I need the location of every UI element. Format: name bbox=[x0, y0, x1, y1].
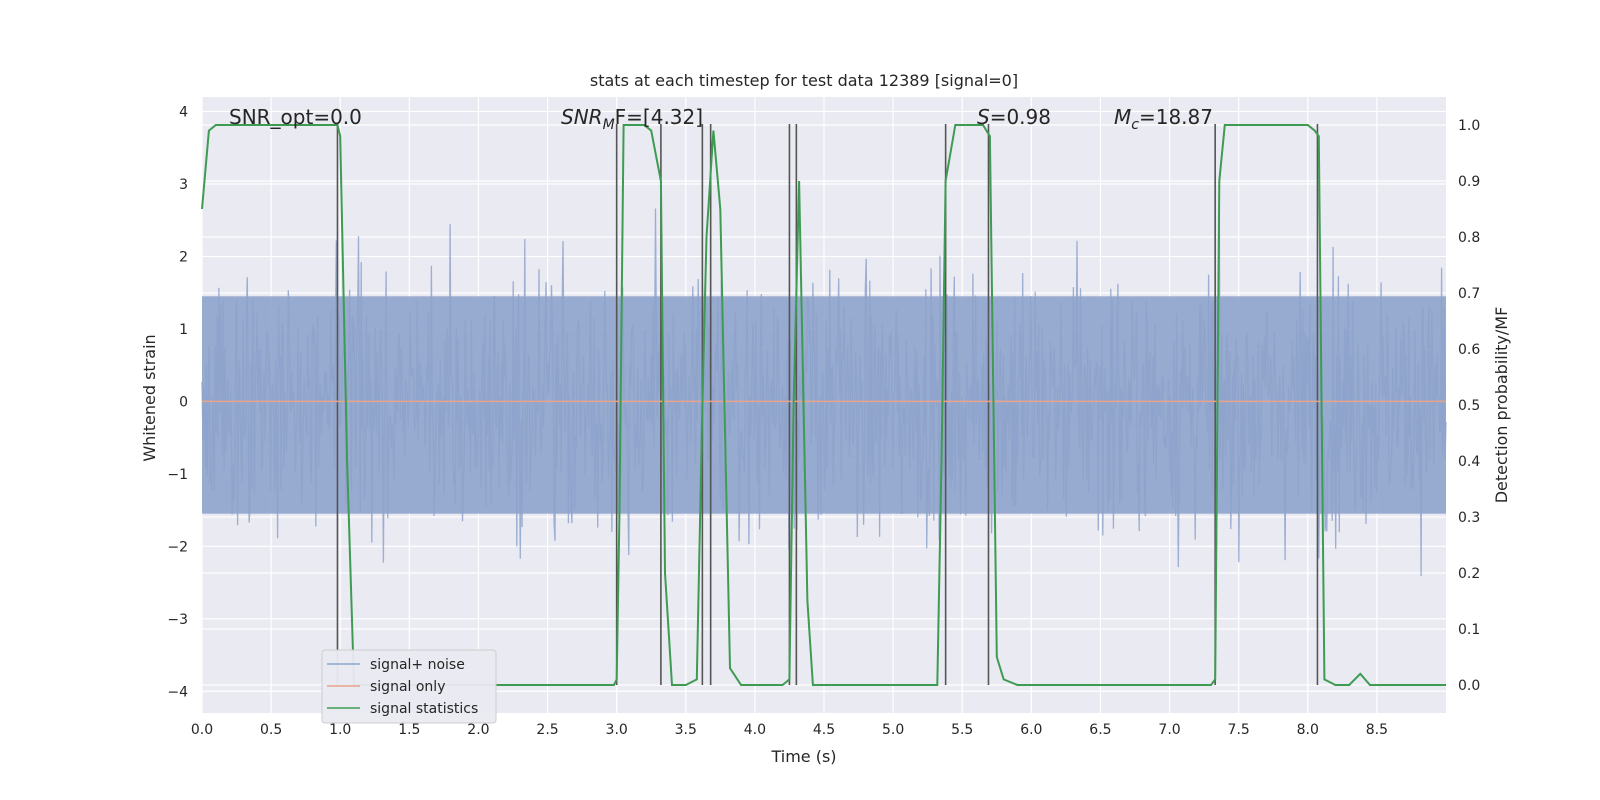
annotation-s-main: S bbox=[977, 105, 990, 129]
y-left-tick-label: −1 bbox=[167, 467, 188, 483]
x-tick-label: 3.0 bbox=[606, 722, 628, 738]
annotation-mc-rest: =18.87 bbox=[1139, 105, 1213, 129]
annotation-snr-mf-main: SNR bbox=[561, 105, 603, 129]
x-tick-label: 2.5 bbox=[536, 722, 558, 738]
y-left-tick-label: −2 bbox=[167, 539, 188, 555]
annotation-snr-mf: SNRMF=[4.32] bbox=[561, 105, 703, 133]
y-axis-left: 4 3 2 1 0 −1 −2 −3 −4 bbox=[167, 104, 188, 700]
y-left-tick-label: −4 bbox=[167, 684, 188, 700]
annotation-s-rest: =0.98 bbox=[990, 105, 1051, 129]
x-tick-label: 5.5 bbox=[951, 722, 973, 738]
series-signal-noise bbox=[201, 184, 1447, 577]
x-tick-label: 5.0 bbox=[882, 722, 904, 738]
y-right-tick-label: 0.8 bbox=[1458, 230, 1480, 246]
y-axis-right: 1.0 0.9 0.8 0.7 0.6 0.5 0.4 0.3 0.2 0.1 0.0 bbox=[1458, 118, 1480, 694]
y-right-tick-label: 0.2 bbox=[1458, 566, 1480, 582]
y-left-tick-label: 2 bbox=[179, 249, 188, 265]
x-tick-label: 7.0 bbox=[1158, 722, 1180, 738]
y-right-tick-label: 1.0 bbox=[1458, 118, 1480, 134]
y-axis-left-title: Whitened strain bbox=[140, 334, 159, 461]
legend-label-signal-statistics: signal statistics bbox=[370, 701, 478, 717]
x-tick-label: 4.0 bbox=[744, 722, 766, 738]
x-tick-label: 0.0 bbox=[191, 722, 213, 738]
annotation-mc-sub: c bbox=[1131, 117, 1139, 133]
x-tick-label: 7.5 bbox=[1228, 722, 1250, 738]
y-left-tick-label: 1 bbox=[179, 322, 188, 338]
x-axis: 0.0 0.5 1.0 1.5 2.0 2.5 3.0 3.5 4.0 4.5 5.0 5.5 6.0 6… bbox=[191, 722, 1388, 738]
y-axis-right-title: Detection probability/MF bbox=[1492, 307, 1511, 504]
x-tick-label: 8.0 bbox=[1297, 722, 1319, 738]
signal-noise-core bbox=[202, 296, 1446, 514]
y-right-tick-label: 0.7 bbox=[1458, 286, 1480, 302]
chart-title: stats at each timestep for test data 123… bbox=[590, 71, 1018, 90]
annotation-snr-opt: SNR_opt=0.0 bbox=[229, 105, 362, 129]
y-right-tick-label: 0.6 bbox=[1458, 342, 1480, 358]
annotation-mc-main: M bbox=[1114, 105, 1131, 129]
y-left-tick-label: 3 bbox=[179, 177, 188, 193]
y-right-tick-label: 0.4 bbox=[1458, 454, 1480, 470]
legend-label-signal-only: signal only bbox=[370, 679, 445, 695]
x-tick-label: 2.0 bbox=[467, 722, 489, 738]
y-right-tick-label: 0.9 bbox=[1458, 174, 1480, 190]
x-tick-label: 4.5 bbox=[813, 722, 835, 738]
annotation-snr-mf-rest: F=[4.32] bbox=[615, 105, 703, 129]
legend-label-signal-noise: signal+ noise bbox=[370, 657, 465, 673]
y-left-tick-label: 4 bbox=[179, 104, 188, 120]
annotation-s: S=0.98 bbox=[977, 105, 1051, 129]
x-tick-label: 8.5 bbox=[1366, 722, 1388, 738]
x-tick-label: 1.0 bbox=[329, 722, 351, 738]
y-right-tick-label: 0.1 bbox=[1458, 622, 1480, 638]
legend-box bbox=[321, 649, 497, 724]
y-right-tick-label: 0.5 bbox=[1458, 398, 1480, 414]
x-axis-title: Time (s) bbox=[770, 747, 836, 766]
x-tick-label: 3.5 bbox=[675, 722, 697, 738]
x-tick-label: 0.5 bbox=[260, 722, 282, 738]
y-left-tick-label: 0 bbox=[179, 394, 188, 410]
y-right-tick-label: 0.3 bbox=[1458, 510, 1480, 526]
y-right-tick-label: 0.0 bbox=[1458, 678, 1480, 694]
annotation-snr-mf-sub: M bbox=[603, 117, 615, 133]
y-left-tick-label: −3 bbox=[167, 612, 188, 628]
legend: signal+ noise signal only signal statist… bbox=[321, 649, 497, 724]
x-tick-label: 1.5 bbox=[398, 722, 420, 738]
x-tick-label: 6.0 bbox=[1020, 722, 1042, 738]
annotation-mc: Mc=18.87 bbox=[1114, 105, 1213, 133]
x-tick-label: 6.5 bbox=[1089, 722, 1111, 738]
